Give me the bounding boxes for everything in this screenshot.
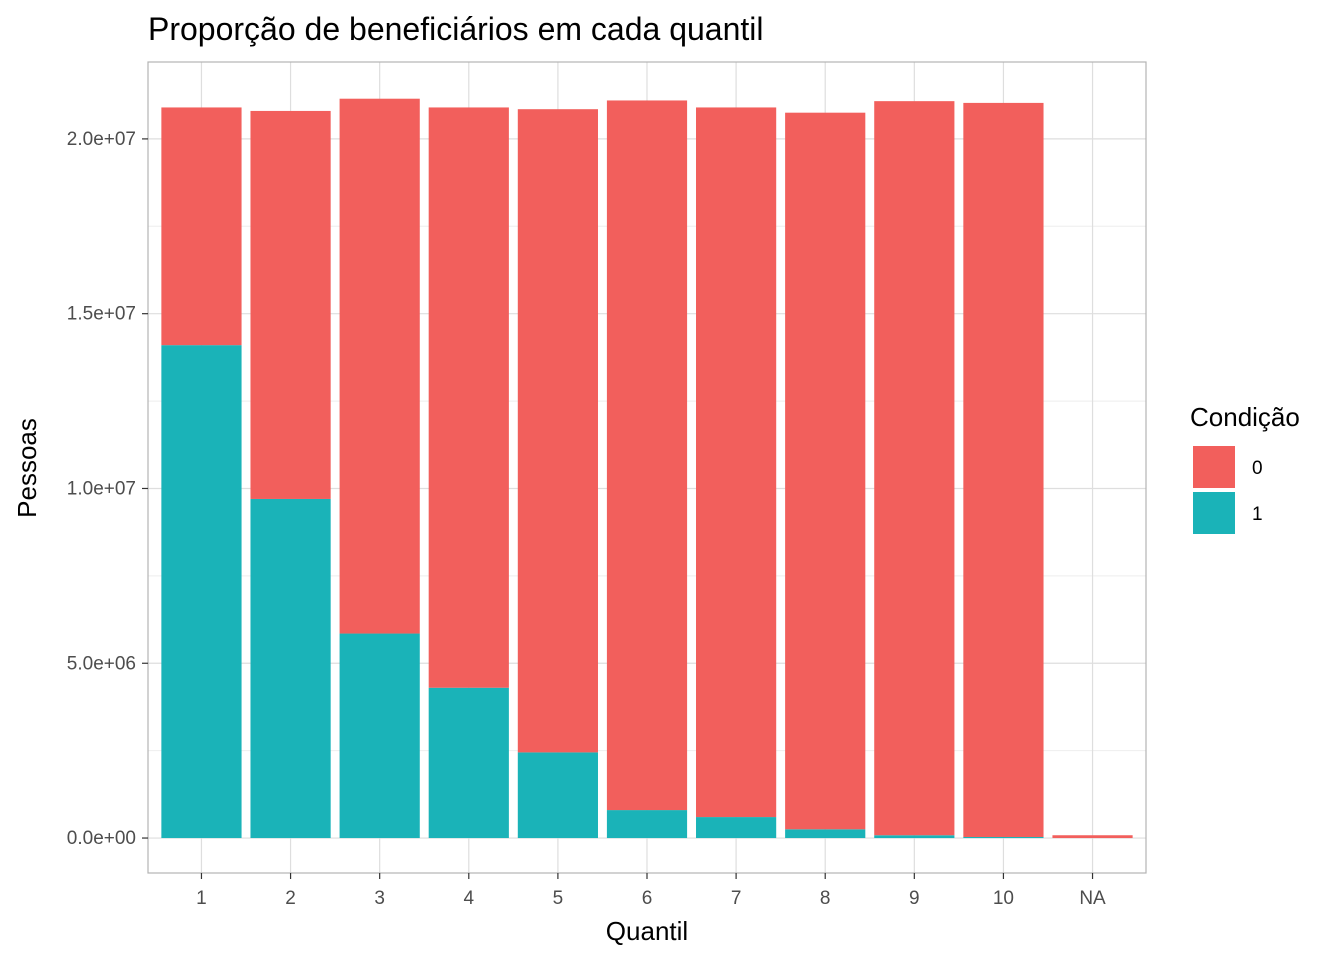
- x-tick-label: 8: [820, 888, 831, 909]
- legend-swatch-1: [1193, 492, 1235, 534]
- bar-cond-0-q8: [785, 112, 866, 830]
- bar-cond-0-q9: [874, 101, 955, 836]
- y-axis: 0.0e+00 5.0e+06 1.0e+07 1.5e+07 2.0e+07: [67, 129, 148, 849]
- bar-cond-0-q1: [161, 107, 242, 346]
- legend-label-1: 1: [1252, 504, 1263, 525]
- bar-cond-1-q2: [250, 498, 331, 839]
- x-axis-title: Quantil: [606, 916, 688, 946]
- bar-cond-0-qNA: [1052, 835, 1133, 839]
- y-tick-label: 5.0e+06: [67, 653, 136, 674]
- bar-cond-0-q4: [428, 107, 509, 688]
- x-axis: 1 2 3 4 5 6 7 8 9 10 NA: [196, 873, 1106, 909]
- bar-cond-1-q4: [428, 687, 509, 839]
- x-tick-label: 2: [285, 888, 296, 909]
- legend-label-0: 0: [1252, 458, 1263, 479]
- x-tick-label: 6: [642, 888, 653, 909]
- bars: [161, 98, 1133, 839]
- y-tick-label: 1.0e+07: [67, 478, 136, 499]
- legend-keys: 01: [1193, 446, 1263, 534]
- bar-cond-1-q3: [339, 633, 420, 839]
- y-tick-label: 0.0e+00: [67, 828, 136, 849]
- bar-cond-1-q9: [874, 835, 955, 839]
- bar-cond-0-q6: [606, 100, 688, 811]
- legend-swatch-0: [1193, 446, 1235, 488]
- x-tick-label: NA: [1079, 888, 1106, 909]
- legend-title: Condição: [1190, 402, 1300, 432]
- x-tick-label: 10: [993, 888, 1014, 909]
- bar-cond-0-q3: [339, 98, 420, 634]
- bar-cond-0-q7: [696, 107, 777, 818]
- bar-cond-1-q10: [963, 836, 1044, 839]
- y-tick-label: 2.0e+07: [67, 129, 136, 150]
- bar-cond-1-q8: [785, 829, 866, 839]
- x-tick-label: 5: [553, 888, 564, 909]
- legend: Condição 01: [1190, 402, 1300, 534]
- x-tick-label: 7: [731, 888, 742, 909]
- bar-cond-1-q7: [696, 817, 777, 839]
- bar-cond-0-q2: [250, 110, 331, 499]
- bar-cond-1-q1: [161, 345, 242, 839]
- bar-cond-0-q5: [517, 109, 598, 753]
- x-tick-label: 1: [196, 888, 207, 909]
- x-tick-label: 9: [909, 888, 920, 909]
- bar-cond-1-q5: [517, 752, 598, 839]
- y-axis-title: Pessoas: [12, 418, 42, 518]
- chart-title: Proporção de beneficiários em cada quant…: [148, 11, 763, 47]
- bar-cond-0-q10: [963, 102, 1044, 837]
- x-tick-label: 4: [463, 888, 474, 909]
- bar-cond-1-q6: [606, 810, 688, 839]
- x-tick-label: 3: [374, 888, 385, 909]
- y-tick-label: 1.5e+07: [67, 304, 136, 325]
